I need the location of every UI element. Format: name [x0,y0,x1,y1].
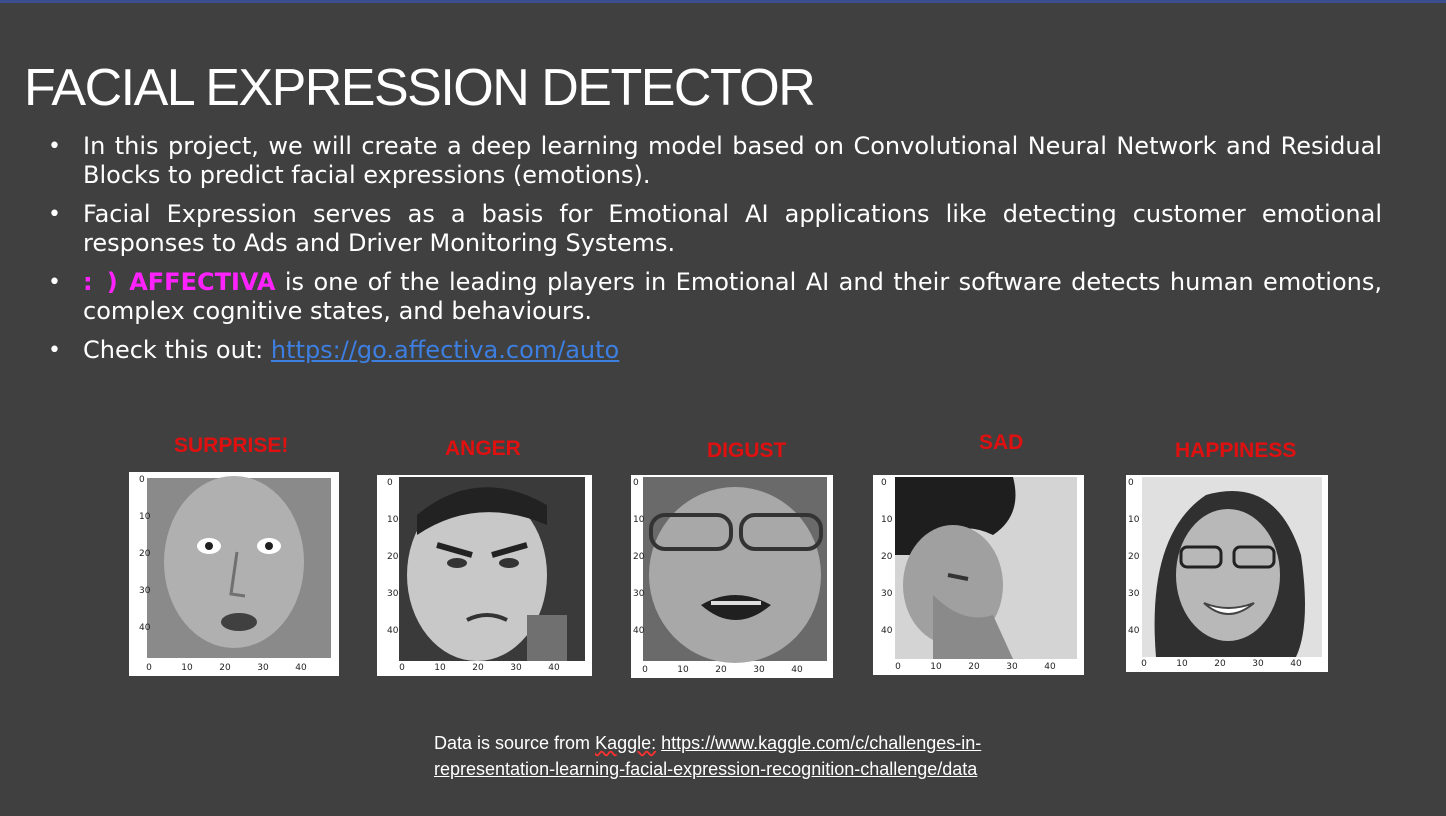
smiley-emoticon: : ) [83,268,120,296]
x-tick-label: 0 [895,662,901,672]
x-tick-label: 30 [1006,662,1018,672]
bullet-text: In this project, we will create a deep l… [83,132,1382,189]
bullet-item: • Check this out: https://go.affectiva.c… [48,336,1382,365]
y-tick-label: 30 [139,586,151,596]
x-tick-label: 30 [753,665,765,675]
bullet-text: Facial Expression serves as a basis for … [83,200,1382,257]
bullet-dot: • [48,270,61,295]
x-tick-label: 10 [181,663,193,673]
y-tick-label: 40 [881,626,893,636]
y-tick-label: 0 [1128,478,1134,488]
bullet-dot: • [48,134,61,159]
y-tick-label: 10 [387,515,399,525]
y-tick-label: 10 [881,515,893,525]
x-tick-label: 40 [548,663,560,673]
bullet-list: • In this project, we will create a deep… [48,132,1382,375]
top-accent-line [0,0,1446,3]
slide-title: FACIAL EXPRESSION DETECTOR [24,59,816,117]
x-tick-label: 20 [1214,659,1226,669]
face-label-disgust: DIGUST [707,439,787,462]
y-tick-label: 10 [1128,515,1140,525]
face-label-anger: ANGER [445,437,521,460]
x-tick-label: 10 [434,663,446,673]
y-tick-label: 0 [139,475,145,485]
face-label-happiness: HAPPINESS [1175,439,1297,462]
kaggle-link-line2[interactable]: representation-learning-facial-expressio… [434,759,978,779]
x-tick-label: 40 [1044,662,1056,672]
y-tick-label: 40 [387,626,399,636]
x-tick-label: 30 [1252,659,1264,669]
kaggle-link-line1[interactable]: https://www.kaggle.com/c/challenges-in- [661,733,982,753]
x-tick-label: 20 [472,663,484,673]
bullet-item: • In this project, we will create a deep… [48,132,1382,190]
bullet-item: • : ) AFFECTIVA is one of the leading pl… [48,268,1382,326]
face-image-happiness: 0 10 20 30 40 0 10 20 30 40 [1126,475,1328,672]
x-tick-label: 40 [791,665,803,675]
kaggle-word: Kaggle: [595,733,657,753]
bullet-item: • Facial Expression serves as a basis fo… [48,200,1382,258]
x-tick-label: 40 [295,663,307,673]
face-image-surprise: 0 10 20 30 40 0 10 20 30 40 [129,472,339,676]
y-tick-label: 40 [633,626,645,636]
y-tick-label: 40 [1128,626,1140,636]
face-image-sad: 0 10 20 30 40 0 10 20 30 40 [873,475,1084,675]
x-tick-label: 30 [510,663,522,673]
bullet-dot: • [48,202,61,227]
bullet-dot: • [48,338,61,363]
x-tick-label: 10 [1176,659,1188,669]
x-tick-label: 40 [1290,659,1302,669]
y-tick-label: 30 [633,589,645,599]
x-tick-label: 10 [930,662,942,672]
y-tick-label: 30 [1128,589,1140,599]
source-prefix: Data is source from [434,733,596,753]
bullet-text: is one of the leading players in Emotion… [83,268,1382,325]
affectiva-brand: AFFECTIVA [129,268,276,296]
x-tick-label: 30 [257,663,269,673]
y-tick-label: 0 [633,478,639,488]
x-tick-label: 20 [219,663,231,673]
x-tick-label: 20 [715,665,727,675]
x-tick-label: 0 [399,663,405,673]
bullet-text: Check this out: [83,336,271,364]
face-image-anger: 0 10 20 30 40 0 10 20 30 40 [377,475,592,676]
y-tick-label: 40 [139,623,151,633]
y-tick-label: 20 [387,552,399,562]
x-tick-label: 0 [642,665,648,675]
y-tick-label: 20 [881,552,893,562]
face-image-disgust: 0 10 20 30 40 0 10 20 30 40 [631,475,833,678]
x-tick-label: 0 [146,663,152,673]
y-tick-label: 0 [881,478,887,488]
y-tick-label: 0 [387,478,393,488]
y-tick-label: 30 [387,589,399,599]
y-tick-label: 10 [139,512,151,522]
y-tick-label: 20 [139,549,151,559]
y-tick-label: 20 [1128,552,1140,562]
affectiva-link[interactable]: https://go.affectiva.com/auto [270,336,620,364]
y-tick-label: 30 [881,589,893,599]
y-tick-label: 20 [633,552,645,562]
face-label-surprise: SURPRISE! [174,434,289,457]
x-tick-label: 10 [677,665,689,675]
x-tick-label: 0 [1141,659,1147,669]
face-label-sad: SAD [979,431,1024,454]
data-source-note: Data is source from Kaggle: https://www.… [434,730,981,782]
x-tick-label: 20 [968,662,980,672]
y-tick-label: 10 [633,515,645,525]
